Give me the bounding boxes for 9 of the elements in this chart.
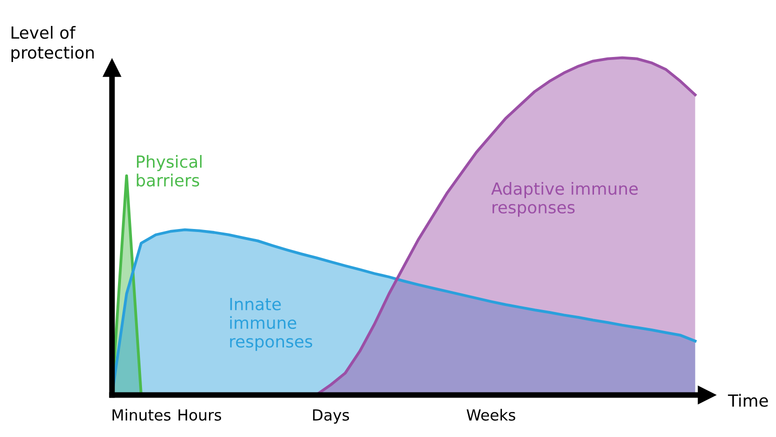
- series-label: Adaptive immune responses: [491, 182, 638, 217]
- series-label: Physical barriers: [136, 155, 202, 187]
- x-axis-title: Time: [728, 394, 768, 407]
- x-tick-label: Days: [313, 409, 350, 424]
- series-label: Innate immune responses: [230, 298, 312, 351]
- y-axis-title: Level of protection: [12, 26, 94, 62]
- x-tick-label: Weeks: [466, 408, 516, 421]
- x-tick-label: Minutes: [112, 408, 170, 421]
- x-tick-label: Hours: [178, 409, 222, 421]
